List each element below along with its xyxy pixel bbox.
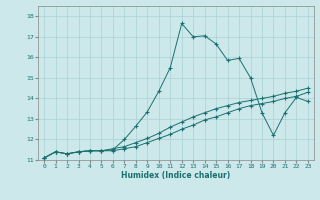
X-axis label: Humidex (Indice chaleur): Humidex (Indice chaleur) (121, 171, 231, 180)
